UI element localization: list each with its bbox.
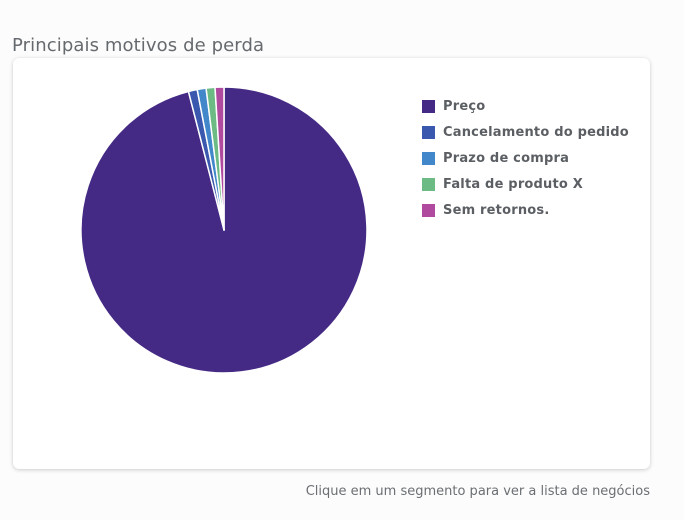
legend-label: Sem retornos. [443, 202, 550, 218]
chart-card: Preço Cancelamento do pedido Prazo de co… [13, 58, 650, 469]
legend-item-cancelamento[interactable]: Cancelamento do pedido [422, 119, 629, 145]
legend-item-sem-retornos[interactable]: Sem retornos. [422, 197, 629, 223]
legend-swatch-icon [422, 125, 435, 139]
legend-swatch-icon [422, 177, 435, 191]
footer-hint: Clique em um segmento para ver a lista d… [305, 484, 650, 499]
legend-swatch-icon [422, 203, 435, 217]
legend-swatch-icon [422, 151, 435, 165]
legend-label: Falta de produto X [443, 176, 584, 192]
legend-swatch-icon [422, 99, 435, 113]
legend-label: Prazo de compra [443, 150, 570, 166]
page-title: Principais motivos de perda [12, 34, 265, 56]
chart-legend: Preço Cancelamento do pedido Prazo de co… [422, 93, 629, 223]
legend-item-prazo[interactable]: Prazo de compra [422, 145, 629, 171]
pie-slice-4[interactable] [214, 86, 225, 231]
legend-label: Cancelamento do pedido [443, 124, 629, 140]
legend-item-falta-produto[interactable]: Falta de produto X [422, 171, 629, 197]
legend-label: Preço [443, 98, 486, 114]
legend-item-preco[interactable]: Preço [422, 93, 629, 119]
pie-chart [80, 86, 368, 374]
